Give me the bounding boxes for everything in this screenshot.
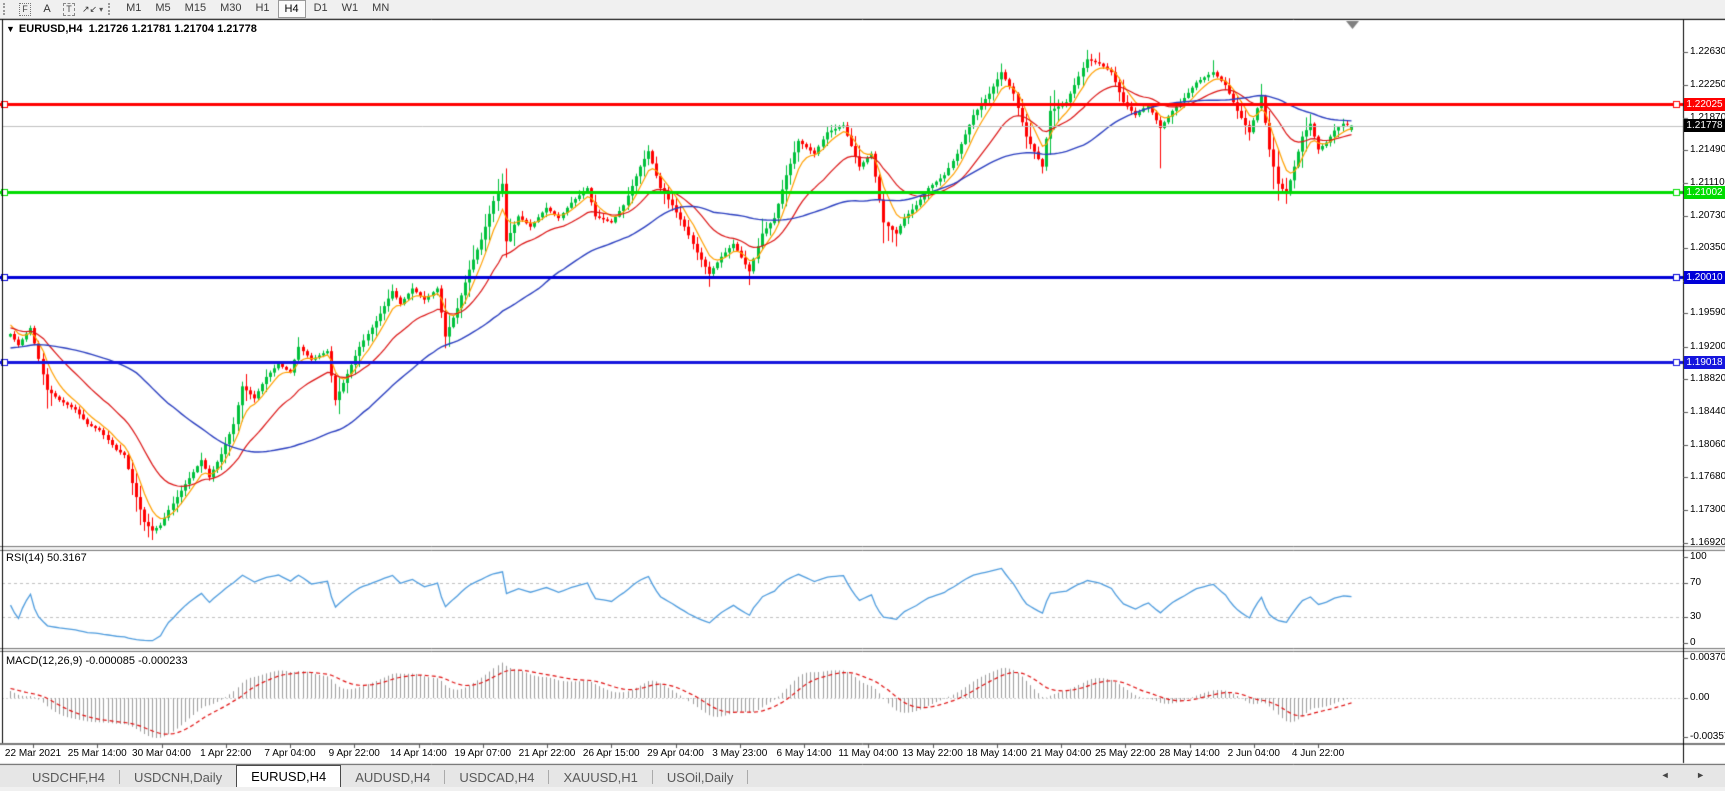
rsi-axis-label: 100: [1690, 551, 1707, 562]
date-tick-label[interactable]: 4 Jun 22:00: [1291, 748, 1345, 759]
price-tick-label: 1.17680: [1690, 471, 1725, 483]
price-tick-label: 1.21870: [1690, 111, 1725, 123]
date-tick-label[interactable]: 29 Apr 04:00: [647, 748, 704, 759]
price-tick-label: 1.22630: [1690, 46, 1725, 58]
chart-title: ▼ EURUSD,H4 1.21726 1.21781 1.21704 1.217…: [6, 23, 257, 35]
hline-price-badge: 1.20010: [1684, 270, 1725, 284]
price-tick-label: 1.20350: [1690, 242, 1725, 254]
date-tick-label[interactable]: 25 May 22:00: [1094, 748, 1156, 759]
macd-axis-label: 0.003701: [1690, 652, 1725, 663]
text-glyph: A: [43, 3, 51, 15]
date-tick-label[interactable]: 9 Apr 22:00: [328, 748, 380, 759]
toolbar: F A T ↗↙ ▾ M1 M5 M15 M30 H1 H4 D1 W1 MN: [0, 0, 1725, 19]
timeframe-button-d1[interactable]: D1: [313, 2, 328, 14]
timeframe-button-m30[interactable]: M30: [220, 2, 242, 14]
price-tick-label: 1.18820: [1690, 373, 1725, 385]
date-tick-label[interactable]: 26 Apr 15:00: [582, 748, 640, 759]
chart-menu-caret-icon[interactable]: ▼: [6, 24, 15, 34]
price-tick-label: 1.21490: [1690, 144, 1725, 156]
macd-label: MACD(12,26,9) -0.000085 -0.000233: [6, 655, 188, 667]
timeframe-button-m15[interactable]: M15: [184, 2, 207, 14]
date-tick-label[interactable]: 2 Jun 04:00: [1227, 748, 1280, 759]
rsi-axis-label: 0: [1690, 637, 1696, 648]
text-icon[interactable]: A: [38, 1, 56, 17]
tab-usoil-daily[interactable]: USOil,Daily: [666, 769, 734, 785]
status-strip: [0, 787, 1725, 791]
price-tick-label: 1.16920: [1690, 536, 1725, 548]
tab-separator: [651, 770, 653, 784]
timeframe-button-m5[interactable]: M5: [155, 2, 171, 14]
price-tick-label: 1.17300: [1690, 503, 1725, 515]
price-tick-label: 1.20730: [1690, 209, 1725, 221]
arrows-icon[interactable]: ↗↙ ▾: [82, 1, 103, 17]
tab-eurusd-h4[interactable]: EURUSD,H4: [236, 765, 342, 787]
date-tick-label[interactable]: 18 May 14:00: [966, 748, 1028, 759]
toolbar-drag-handle-2[interactable]: [108, 3, 114, 15]
date-tick-label[interactable]: 25 Mar 14:00: [67, 748, 127, 759]
timeframe-button-h1[interactable]: H1: [255, 2, 270, 14]
date-tick-label[interactable]: 7 Apr 04:00: [264, 748, 316, 759]
tab-scroll-arrows[interactable]: ◄ ►: [1660, 770, 1717, 780]
hline-price-badge: 1.19018: [1684, 355, 1725, 369]
timeframe-button-h4[interactable]: H4: [277, 0, 306, 18]
date-tick-label[interactable]: 21 May 04:00: [1030, 748, 1092, 759]
tab-xauusd-h1[interactable]: XAUUSD,H1: [563, 769, 638, 785]
timeframe-button-w1[interactable]: W1: [341, 2, 359, 14]
timeframe-button-mn[interactable]: MN: [372, 2, 390, 14]
text-label-icon[interactable]: T: [60, 1, 78, 17]
date-tick-label[interactable]: 3 May 23:00: [712, 748, 768, 759]
date-tick-label[interactable]: 11 May 04:00: [838, 748, 899, 759]
macd-axis-label: 0.00: [1690, 692, 1710, 703]
rsi-name: RSI(14): [6, 552, 44, 564]
date-tick-label[interactable]: 14 Apr 14:00: [390, 748, 447, 759]
date-tick-label[interactable]: 21 Apr 22:00: [518, 748, 576, 759]
tab-usdcad-h4[interactable]: USDCAD,H4: [459, 769, 535, 785]
date-tick-label[interactable]: 19 Apr 07:00: [454, 748, 512, 759]
tab-usdcnh-daily[interactable]: USDCNH,Daily: [133, 769, 223, 785]
tab-usdchf-h4[interactable]: USDCHF,H4: [32, 769, 105, 785]
macd-name: MACD(12,26,9): [6, 655, 83, 667]
macd-axis-label: -0.003572: [1690, 730, 1725, 742]
bid-price-badge: 1.21778: [1684, 119, 1725, 133]
price-tick-label: 1.18060: [1690, 438, 1725, 450]
tab-separator: [444, 770, 446, 784]
text-label-glyph: T: [63, 2, 75, 16]
rsi-label: RSI(14) 50.3167: [6, 552, 87, 564]
arrows-glyph: ↗↙: [82, 3, 98, 14]
fibonacci-icon[interactable]: F: [16, 1, 34, 17]
price-tick-label: 1.19590: [1690, 307, 1725, 319]
chart-canvas[interactable]: [0, 0, 1725, 766]
tab-separator: [747, 770, 749, 784]
fibonacci-glyph: F: [19, 2, 31, 16]
macd-main-value: -0.000085: [85, 655, 136, 667]
tab-separator: [118, 770, 120, 784]
price-tick-label: 1.22250: [1690, 79, 1725, 91]
timeframe-button-m1[interactable]: M1: [126, 2, 142, 14]
date-tick-label[interactable]: 30 Mar 04:00: [132, 748, 191, 759]
date-tick-label[interactable]: 22 Mar 2021: [4, 748, 62, 759]
date-tick-label[interactable]: 28 May 14:00: [1159, 748, 1220, 759]
date-tick-label[interactable]: 1 Apr 22:00: [200, 748, 252, 759]
rsi-axis-label: 30: [1690, 611, 1702, 623]
symbol-period-label: EURUSD,H4: [18, 23, 83, 35]
toolbar-drag-handle[interactable]: [3, 3, 9, 15]
tab-separator: [548, 770, 550, 784]
chevron-down-icon: ▾: [99, 4, 104, 14]
price-tick-label: 1.19200: [1690, 340, 1725, 352]
hline-price-badge: 1.22025: [1684, 97, 1725, 111]
date-tick-label[interactable]: 13 May 22:00: [902, 748, 963, 759]
rsi-axis-label: 70: [1690, 576, 1702, 588]
symbol-tab-bar: USDCHF,H4 USDCNH,Daily EURUSD,H4 AUDUSD,H4 U…: [0, 765, 1725, 787]
hline-price-badge: 1.21002: [1684, 185, 1725, 199]
ohlc-values: 1.21726 1.21781 1.21704 1.21778: [88, 23, 257, 35]
price-tick-label: 1.21110: [1690, 176, 1725, 188]
rsi-value: 50.3167: [46, 552, 87, 564]
macd-signal-value: -0.000233: [138, 655, 188, 667]
tab-audusd-h4[interactable]: AUDUSD,H4: [355, 769, 431, 785]
date-tick-label[interactable]: 6 May 14:00: [776, 748, 832, 759]
timeframe-buttons: M1 M5 M15 M30 H1 H4 D1 W1 MN: [119, 0, 396, 18]
price-tick-label: 1.18440: [1690, 406, 1725, 418]
